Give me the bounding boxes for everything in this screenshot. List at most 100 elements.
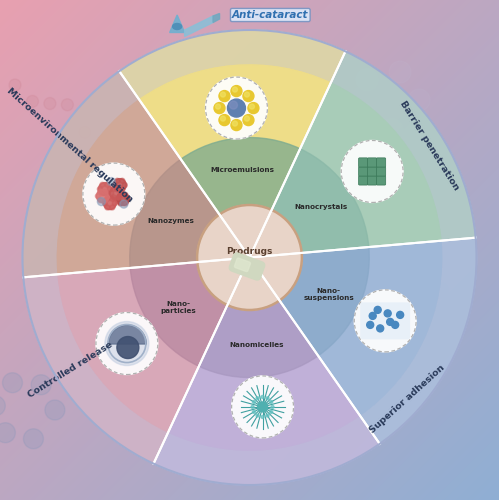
Circle shape: [110, 205, 115, 210]
Wedge shape: [168, 258, 360, 450]
Circle shape: [45, 400, 65, 420]
Circle shape: [125, 196, 130, 202]
Circle shape: [122, 182, 127, 188]
Circle shape: [233, 121, 238, 126]
Circle shape: [79, 126, 91, 138]
Circle shape: [214, 102, 225, 114]
Circle shape: [387, 318, 394, 326]
Circle shape: [245, 92, 250, 97]
FancyBboxPatch shape: [359, 158, 368, 167]
Text: Prodrugs: Prodrugs: [227, 247, 272, 256]
Polygon shape: [213, 14, 220, 22]
Circle shape: [23, 429, 43, 449]
Circle shape: [96, 190, 109, 202]
Circle shape: [206, 77, 267, 139]
Circle shape: [103, 190, 108, 194]
Text: Controlled release: Controlled release: [26, 340, 114, 400]
Circle shape: [408, 89, 430, 111]
Circle shape: [112, 200, 117, 205]
Circle shape: [219, 114, 230, 126]
Circle shape: [257, 402, 267, 412]
Circle shape: [271, 406, 274, 408]
Circle shape: [389, 61, 411, 83]
Circle shape: [109, 190, 114, 196]
Circle shape: [110, 196, 115, 202]
Circle shape: [61, 99, 73, 111]
Circle shape: [22, 30, 477, 485]
Wedge shape: [58, 258, 250, 432]
Text: Microemulsions: Microemulsions: [210, 168, 274, 173]
Circle shape: [116, 195, 121, 200]
Circle shape: [116, 192, 129, 205]
Circle shape: [250, 104, 254, 109]
Text: Nanomicelles: Nanomicelles: [230, 342, 284, 347]
Circle shape: [397, 312, 404, 318]
Circle shape: [115, 178, 120, 184]
Circle shape: [261, 396, 264, 398]
Circle shape: [115, 196, 120, 202]
Circle shape: [116, 186, 121, 192]
FancyBboxPatch shape: [377, 167, 386, 176]
FancyBboxPatch shape: [359, 167, 368, 176]
Text: Nano-
particles: Nano- particles: [160, 301, 196, 314]
Circle shape: [31, 375, 51, 395]
Circle shape: [243, 90, 254, 102]
Circle shape: [233, 87, 238, 92]
Circle shape: [219, 90, 230, 102]
Circle shape: [115, 187, 120, 192]
Circle shape: [221, 116, 226, 121]
Polygon shape: [170, 15, 185, 32]
Wedge shape: [250, 148, 369, 258]
Wedge shape: [57, 100, 250, 274]
Circle shape: [197, 205, 302, 310]
Wedge shape: [130, 159, 250, 268]
Ellipse shape: [173, 24, 182, 30]
FancyBboxPatch shape: [360, 302, 410, 340]
Circle shape: [123, 201, 128, 206]
Circle shape: [245, 116, 250, 121]
Circle shape: [120, 200, 128, 208]
Circle shape: [269, 400, 272, 404]
Circle shape: [111, 186, 116, 192]
Circle shape: [119, 190, 124, 196]
Wedge shape: [130, 258, 250, 366]
Wedge shape: [154, 415, 380, 485]
Circle shape: [377, 325, 384, 332]
Circle shape: [103, 196, 116, 209]
FancyBboxPatch shape: [377, 158, 386, 167]
Circle shape: [228, 99, 246, 117]
Circle shape: [231, 120, 242, 130]
Circle shape: [113, 178, 126, 192]
Wedge shape: [181, 138, 300, 258]
Circle shape: [248, 102, 259, 114]
Circle shape: [356, 68, 378, 90]
Circle shape: [351, 102, 373, 124]
Wedge shape: [119, 30, 345, 100]
Circle shape: [9, 79, 21, 91]
Circle shape: [374, 306, 381, 314]
Circle shape: [2, 372, 22, 392]
FancyBboxPatch shape: [359, 176, 368, 185]
Circle shape: [381, 119, 403, 141]
Circle shape: [105, 196, 110, 202]
Circle shape: [243, 114, 254, 126]
Circle shape: [97, 186, 102, 192]
Circle shape: [232, 376, 293, 438]
Circle shape: [0, 422, 15, 442]
Circle shape: [412, 300, 427, 314]
Circle shape: [252, 400, 255, 404]
Text: Microenvironmental regulation: Microenvironmental regulation: [5, 86, 135, 204]
Text: Anti-cataract: Anti-cataract: [232, 10, 308, 20]
Circle shape: [392, 322, 399, 328]
FancyBboxPatch shape: [368, 167, 377, 176]
Circle shape: [367, 322, 374, 328]
Circle shape: [26, 96, 38, 108]
Text: Nanocrystals: Nanocrystals: [294, 204, 348, 210]
Circle shape: [107, 178, 115, 186]
Circle shape: [97, 198, 105, 205]
Circle shape: [261, 416, 264, 418]
Circle shape: [252, 410, 255, 414]
Wedge shape: [331, 52, 476, 240]
Circle shape: [428, 322, 443, 337]
Circle shape: [96, 312, 158, 374]
